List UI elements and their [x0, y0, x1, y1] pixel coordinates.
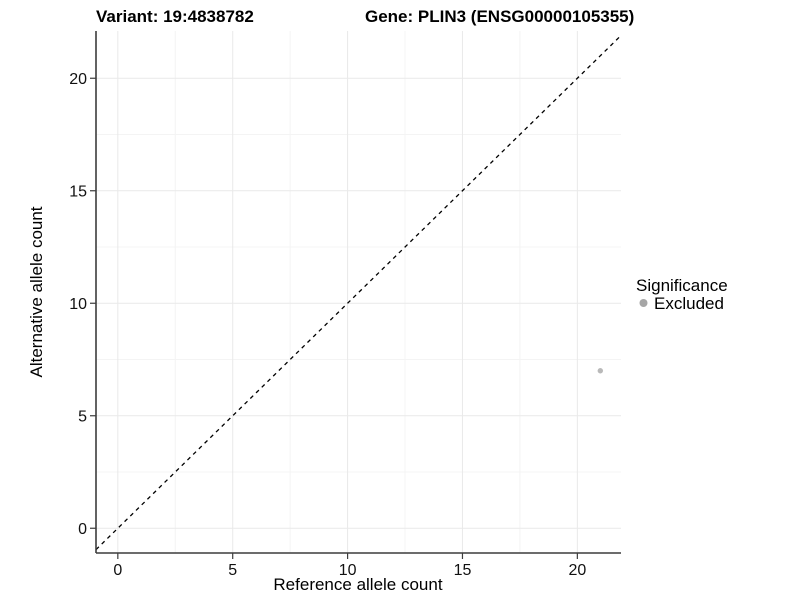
identity-dashed-line	[95, 35, 622, 551]
legend-title: Significance	[636, 276, 728, 295]
x-tick-label: 15	[454, 562, 472, 579]
x-axis-title: Reference allele count	[273, 575, 442, 594]
axis-tick-labels: 0 5 10 15 20 0 5 10 15 20	[69, 71, 586, 579]
minor-gridlines	[96, 31, 621, 553]
y-tick-label: 20	[69, 71, 87, 88]
x-tick-label: 0	[113, 562, 122, 579]
x-tick-label: 10	[339, 562, 357, 579]
legend-marker-circle-icon	[639, 299, 648, 307]
y-tick-label: 15	[69, 183, 87, 200]
legend-item-excluded: Excluded	[654, 294, 724, 313]
y-tick-label: 5	[78, 408, 87, 425]
y-tick-label: 0	[78, 521, 87, 538]
data-point	[597, 368, 604, 374]
x-tick-label: 5	[228, 562, 237, 579]
x-tick-label: 20	[568, 562, 586, 579]
chart-marks	[95, 35, 622, 551]
legend: Significance Excluded	[636, 276, 728, 313]
major-gridlines	[96, 31, 621, 553]
axis-lines-and-ticks	[90, 31, 621, 559]
plot-title-gene: Gene: PLIN3 (ENSG00000105355)	[365, 7, 634, 26]
y-axis-title: Alternative allele count	[27, 206, 46, 377]
plot-title-variant: Variant: 19:4838782	[96, 7, 254, 26]
y-tick-label: 10	[69, 296, 87, 313]
